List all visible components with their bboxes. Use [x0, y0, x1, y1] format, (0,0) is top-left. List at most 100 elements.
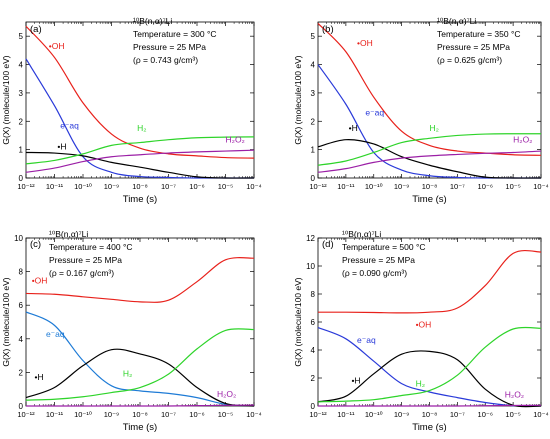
x-axis-label: Time (s) [123, 194, 157, 205]
series-line [317, 249, 542, 314]
y-tick-label: 0 [19, 174, 24, 183]
y-tick-label: 2 [19, 117, 24, 126]
x-tick-label: 10⁻¹² [309, 182, 327, 191]
y-tick-label: 1 [311, 146, 316, 155]
y-tick-label: 10 [306, 262, 315, 271]
series-label: •OH [32, 275, 48, 285]
y-tick-label: 4 [311, 346, 316, 355]
y-tick-label: 8 [311, 290, 316, 299]
y-tick-label: 4 [19, 61, 24, 70]
series-label: e⁻aq [60, 120, 79, 130]
series-line [317, 350, 542, 408]
x-tick-label: 10⁻¹¹ [46, 410, 64, 419]
series-label: •H [35, 372, 44, 382]
series-label: e⁻aq [365, 108, 384, 118]
x-tick-label: 10⁻⁷ [161, 182, 176, 191]
x-axis-label: Time (s) [412, 194, 446, 205]
annotation-line: (ρ = 0.743 g/cm³) [133, 55, 198, 65]
x-tick-label: 10⁻⁵ [218, 410, 233, 419]
y-tick-label: 2 [311, 117, 316, 126]
series-line [25, 58, 254, 179]
y-tick-label: 5 [311, 32, 316, 41]
y-tick-label: 5 [19, 32, 24, 41]
series-label: H₂O₂ [505, 390, 524, 400]
x-tick-label: 10⁻⁷ [161, 410, 176, 419]
annotation-line: Pressure = 25 MPa [49, 255, 122, 265]
series-label: H₂O₂ [217, 389, 236, 399]
x-tick-label: 10⁻⁶ [478, 182, 493, 191]
y-axis-label: G(X) (molecule/100 eV) [293, 277, 303, 366]
y-tick-label: 6 [311, 318, 316, 327]
series-line [317, 139, 542, 179]
x-tick-label: 10⁻¹⁰ [74, 410, 92, 419]
x-tick-label: 10⁻¹⁰ [74, 182, 92, 191]
annotation-line: ¹⁰B(n,α)⁷Li [342, 229, 381, 239]
y-tick-label: 8 [19, 268, 24, 277]
x-tick-label: 10⁻¹¹ [337, 182, 355, 191]
panel-2: 10⁻¹² 10⁻¹¹ 10⁻¹⁰ 10⁻⁹ 10⁻⁸ 10⁻⁷ 10⁻⁶ 10⁻⁵ 10⁻⁴ 0… [293, 16, 549, 205]
x-tick-label: 10⁻¹¹ [46, 182, 64, 191]
y-tick-label: 6 [19, 301, 24, 310]
x-tick-label: 10⁻⁹ [104, 410, 120, 419]
panel-label: (c) [30, 239, 41, 250]
series-line [317, 133, 542, 166]
series-line [25, 151, 255, 179]
series-line [25, 136, 255, 165]
y-tick-label: 4 [311, 61, 316, 70]
annotation-line: (ρ = 0.090 g/cm³) [342, 268, 407, 278]
x-tick-label: 10⁻⁴ [246, 182, 262, 191]
x-tick-label: 10⁻⁹ [104, 182, 120, 191]
x-tick-label: 10⁻¹⁰ [365, 410, 383, 419]
x-tick-label: 10⁻⁸ [132, 410, 147, 419]
annotation-line: Temperature = 350 °C [437, 29, 521, 39]
series-line [25, 348, 255, 407]
annotation-line: Temperature = 300 °C [133, 29, 217, 39]
series-label: •OH [416, 320, 432, 330]
panel-4: 10⁻¹² 10⁻¹¹ 10⁻¹⁰ 10⁻⁹ 10⁻⁸ 10⁻⁷ 10⁻⁶ 10⁻⁵ 10⁻⁴ 0… [293, 229, 549, 433]
x-tick-label: 10⁻⁸ [422, 410, 437, 419]
y-tick-label: 1 [19, 146, 24, 155]
x-axis-label: Time (s) [123, 422, 157, 433]
series-line [25, 257, 255, 303]
annotation-line: Temperature = 400 °C [49, 242, 133, 252]
series-line [25, 311, 255, 407]
x-tick-label: 10⁻¹⁰ [365, 182, 383, 191]
series-label: •H [349, 123, 358, 133]
x-tick-label: 10⁻⁶ [478, 410, 493, 419]
x-tick-label: 10⁻⁶ [189, 182, 204, 191]
x-tick-label: 10⁻⁸ [132, 182, 147, 191]
x-tick-label: 10⁻⁴ [246, 410, 262, 419]
x-tick-label: 10⁻¹² [309, 410, 327, 419]
annotation-line: Pressure = 25 MPa [342, 255, 415, 265]
x-tick-label: 10⁻⁵ [218, 182, 233, 191]
series-line [317, 64, 541, 179]
series-line [317, 326, 542, 403]
series-label: •H [57, 142, 66, 152]
annotation-line: ¹⁰B(n,α)⁷Li [133, 16, 172, 26]
series-label: H₂O₂ [513, 135, 532, 145]
series-label: •H [351, 376, 360, 386]
panel-1: 10⁻¹² 10⁻¹¹ 10⁻¹⁰ 10⁻⁹ 10⁻⁸ 10⁻⁷ 10⁻⁶ 10⁻⁵ 10⁻⁴ 0… [1, 16, 262, 205]
series-label: e⁻aq [46, 329, 65, 339]
series-label: e⁻aq [357, 335, 376, 345]
y-axis-label: G(X) (molecule/100 eV) [293, 55, 303, 144]
x-tick-label: 10⁻⁵ [505, 410, 520, 419]
panel-3: 10⁻¹² 10⁻¹¹ 10⁻¹⁰ 10⁻⁹ 10⁻⁸ 10⁻⁷ 10⁻⁶ 10⁻⁵ 10⁻⁴ 0… [1, 229, 262, 433]
series-line [317, 22, 542, 156]
annotation-line: Temperature = 500 °C [342, 242, 426, 252]
panel-label: (b) [322, 24, 334, 35]
annotation-line: ¹⁰B(n,α)⁷Li [49, 229, 88, 239]
series-label: H₂ [123, 369, 132, 379]
y-tick-label: 4 [19, 335, 24, 344]
series-line [25, 328, 255, 401]
annotation-line: Pressure = 25 MPa [133, 42, 206, 52]
x-tick-label: 10⁻⁹ [394, 410, 410, 419]
x-tick-label: 10⁻¹¹ [337, 410, 355, 419]
y-axis-label: G(X) (molecule/100 eV) [1, 55, 11, 144]
series-label: •OH [49, 41, 65, 51]
series-line [25, 25, 255, 159]
series-label: H₂ [416, 378, 425, 388]
x-tick-label: 10⁻⁴ [533, 410, 549, 419]
y-tick-label: 10 [14, 234, 23, 243]
y-tick-label: 12 [306, 234, 315, 243]
